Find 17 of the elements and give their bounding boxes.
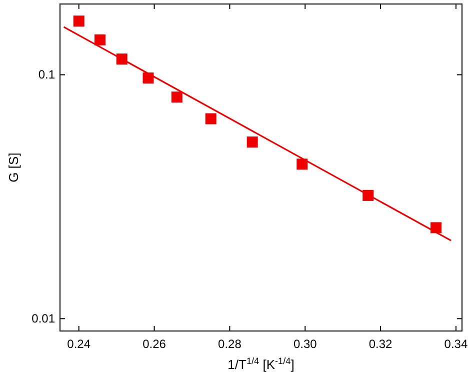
point [246, 136, 258, 148]
point [296, 158, 308, 170]
point [205, 113, 216, 124]
point [430, 222, 442, 234]
x-tick-label: 0.26 [142, 337, 166, 351]
x-tick-label: 0.30 [293, 337, 318, 351]
y-axis-title: G [S] [6, 152, 21, 182]
x-tick-label: 0.32 [368, 337, 393, 351]
point [94, 34, 106, 46]
point [73, 16, 84, 27]
x-tick-label: 0.34 [444, 337, 468, 351]
x-axis-title: 1/T$^{1/4}$ [K$^{-1/4}$] [228, 356, 294, 372]
y-tick-label: 0.01 [32, 312, 56, 326]
y-tick-label: 0.1 [38, 68, 56, 82]
point [171, 92, 182, 103]
x-tick-label: 0.24 [67, 337, 91, 351]
x-tick-label: 0.28 [218, 337, 242, 351]
